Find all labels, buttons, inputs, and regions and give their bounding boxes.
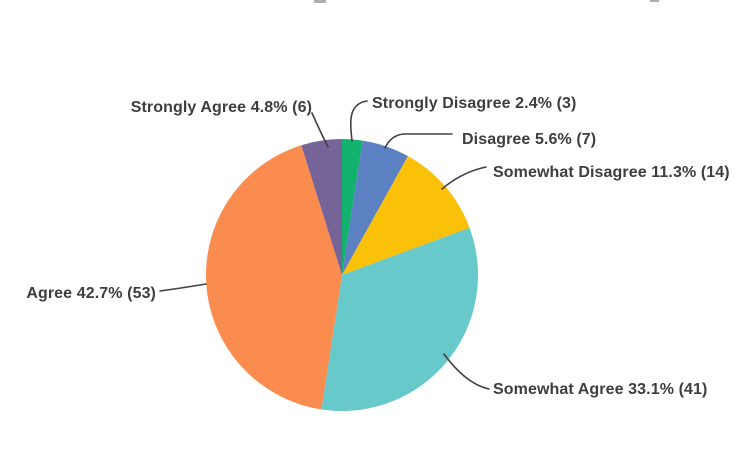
leader-line-agree (159, 283, 207, 292)
cropped-text-artifact (650, 0, 659, 2)
pie-slice-disagree (342, 140, 408, 275)
cropped-text-artifact (314, 0, 326, 3)
label-strongly-agree: Strongly Agree 4.8% (6) (130, 99, 312, 116)
pie-slice-strongly-agree (301, 139, 342, 275)
leader-line-strongly-disagree (350, 100, 368, 142)
pie-slice-somewhat-agree (321, 227, 478, 411)
pie-slice-somewhat-disagree (342, 156, 470, 275)
label-somewhat-disagree: Somewhat Disagree 11.3% (14) (493, 164, 730, 181)
label-strongly-disagree: Strongly Disagree 2.4% (3) (372, 95, 577, 112)
pie-slice-agree (206, 145, 342, 410)
leader-line-strongly-agree (311, 112, 329, 148)
label-disagree: Disagree 5.6% (7) (462, 131, 597, 148)
pie-slices (206, 139, 478, 411)
label-somewhat-agree: Somewhat Agree 33.1% (41) (493, 381, 708, 398)
pie-slice-strongly-disagree (342, 139, 363, 275)
leader-line-somewhat-disagree (441, 166, 487, 190)
leader-lines (159, 100, 490, 390)
leader-line-somewhat-agree (443, 353, 490, 390)
label-agree: Agree 42.7% (53) (26, 285, 156, 302)
leader-line-disagree (384, 133, 453, 149)
